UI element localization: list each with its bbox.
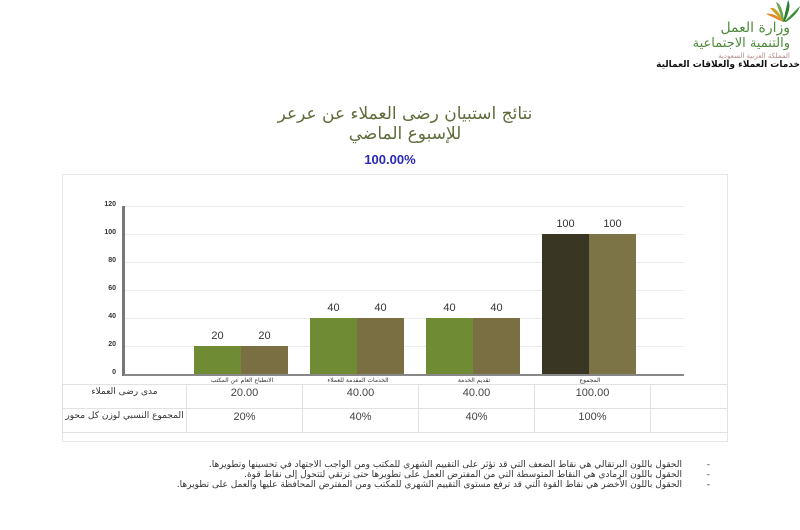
table-cell-empty — [650, 384, 728, 409]
table-row: المجموع النسبي لوزن كل محور 20% 40% 40% … — [62, 408, 728, 433]
bar-value-label: 40 — [490, 302, 503, 314]
note-text: الحقول باللون الرمادي هي النقاط المتوسطة… — [244, 470, 682, 480]
table-cell: 100.00 — [534, 384, 651, 409]
bar — [589, 234, 636, 374]
note-item-orange: - الحقول باللون البرتقالي هي نقاط الضعف ا… — [70, 460, 710, 470]
y-tick-label: 100 — [104, 229, 116, 236]
note-text: الحقول باللون البرتقالي هي نقاط الضعف ال… — [208, 460, 682, 470]
bar-value-label: 40 — [327, 302, 340, 314]
x-category-label: المجموع — [579, 377, 601, 384]
bullet: - — [706, 480, 710, 490]
y-axis-line — [122, 206, 125, 376]
gridline — [124, 206, 684, 207]
x-category-label: الانطباع العام عن المكتب — [210, 377, 274, 384]
y-tick-label: 0 — [112, 369, 116, 376]
y-tick-label: 60 — [108, 285, 116, 292]
chart-title-line1: نتائج استبيان رضى العملاء عن عرعر — [277, 104, 533, 124]
data-table: مدى رضى العملاء 20.00 40.00 40.00 100.00… — [62, 384, 728, 433]
y-tick-label: 120 — [104, 201, 116, 208]
row-header: مدى رضى العملاء — [62, 384, 187, 409]
gridline — [124, 262, 684, 263]
gridline — [124, 234, 684, 235]
table-cell: 40.00 — [418, 384, 535, 409]
chart-title-line2: للإسبوع الماضي — [348, 124, 462, 144]
bar — [542, 234, 589, 374]
notes-list: - الحقول باللون البرتقالي هي نقاط الضعف ا… — [70, 460, 710, 490]
gridline — [124, 346, 684, 347]
bar — [357, 318, 404, 374]
bar-value-label: 100 — [603, 218, 622, 230]
y-tick-label: 80 — [108, 257, 116, 264]
logo-text-social-development: والتنمية الاجتماعية — [692, 36, 790, 51]
bullet: - — [706, 460, 710, 470]
x-category-label: تقديم الخدمة — [457, 377, 491, 384]
x-axis-line — [124, 374, 684, 376]
x-category-label: الخدمات المقدمة للعملاء — [327, 377, 389, 384]
bar — [426, 318, 473, 374]
note-text: الحقول باللون الأخضر هي نقاط القوة التي … — [176, 480, 682, 490]
table-cell-empty — [650, 408, 728, 433]
overall-percent: 100.00% — [364, 152, 416, 167]
bar — [473, 318, 520, 374]
y-tick-label: 40 — [108, 313, 116, 320]
gridline — [124, 290, 684, 291]
table-row: مدى رضى العملاء 20.00 40.00 40.00 100.00 — [62, 384, 728, 409]
chart-frame — [62, 174, 728, 442]
y-tick-label: 20 — [108, 341, 116, 348]
table-cell: 20.00 — [186, 384, 303, 409]
table-cell: 40% — [302, 408, 419, 433]
ministry-logo: وزارة العمل والتنمية الاجتماعية المملكة … — [660, 0, 800, 60]
bar-value-label: 100 — [556, 218, 575, 230]
bar-value-label: 20 — [258, 330, 271, 342]
note-item-green: - الحقول باللون الأخضر هي نقاط القوة التي… — [70, 480, 710, 490]
logo-text-kingdom: المملكة العربية السعودية — [718, 52, 790, 60]
table-cell: 100% — [534, 408, 651, 433]
plot-area: 20 20 40 40 40 40 100 100 — [124, 206, 684, 374]
bar-value-label: 20 — [211, 330, 224, 342]
bar — [241, 346, 288, 374]
logo-text-ministry: وزارة العمل — [720, 20, 790, 36]
bar-value-label: 40 — [374, 302, 387, 314]
bar-value-label: 40 — [443, 302, 456, 314]
department-name: خدمات العملاء والعلاقات العمالية — [656, 60, 800, 70]
gridline — [124, 318, 684, 319]
row-header: المجموع النسبي لوزن كل محور — [62, 408, 187, 433]
table-cell: 20% — [186, 408, 303, 433]
table-cell: 40.00 — [302, 384, 419, 409]
chart-title: نتائج استبيان رضى العملاء عن عرعر للإسبو… — [190, 104, 620, 144]
bar — [194, 346, 241, 374]
palm-leaf-logo-icon — [766, 0, 800, 22]
bullet: - — [706, 470, 710, 480]
table-cell: 40% — [418, 408, 535, 433]
bar — [310, 318, 357, 374]
note-item-gray: - الحقول باللون الرمادي هي النقاط المتوسط… — [70, 470, 710, 480]
